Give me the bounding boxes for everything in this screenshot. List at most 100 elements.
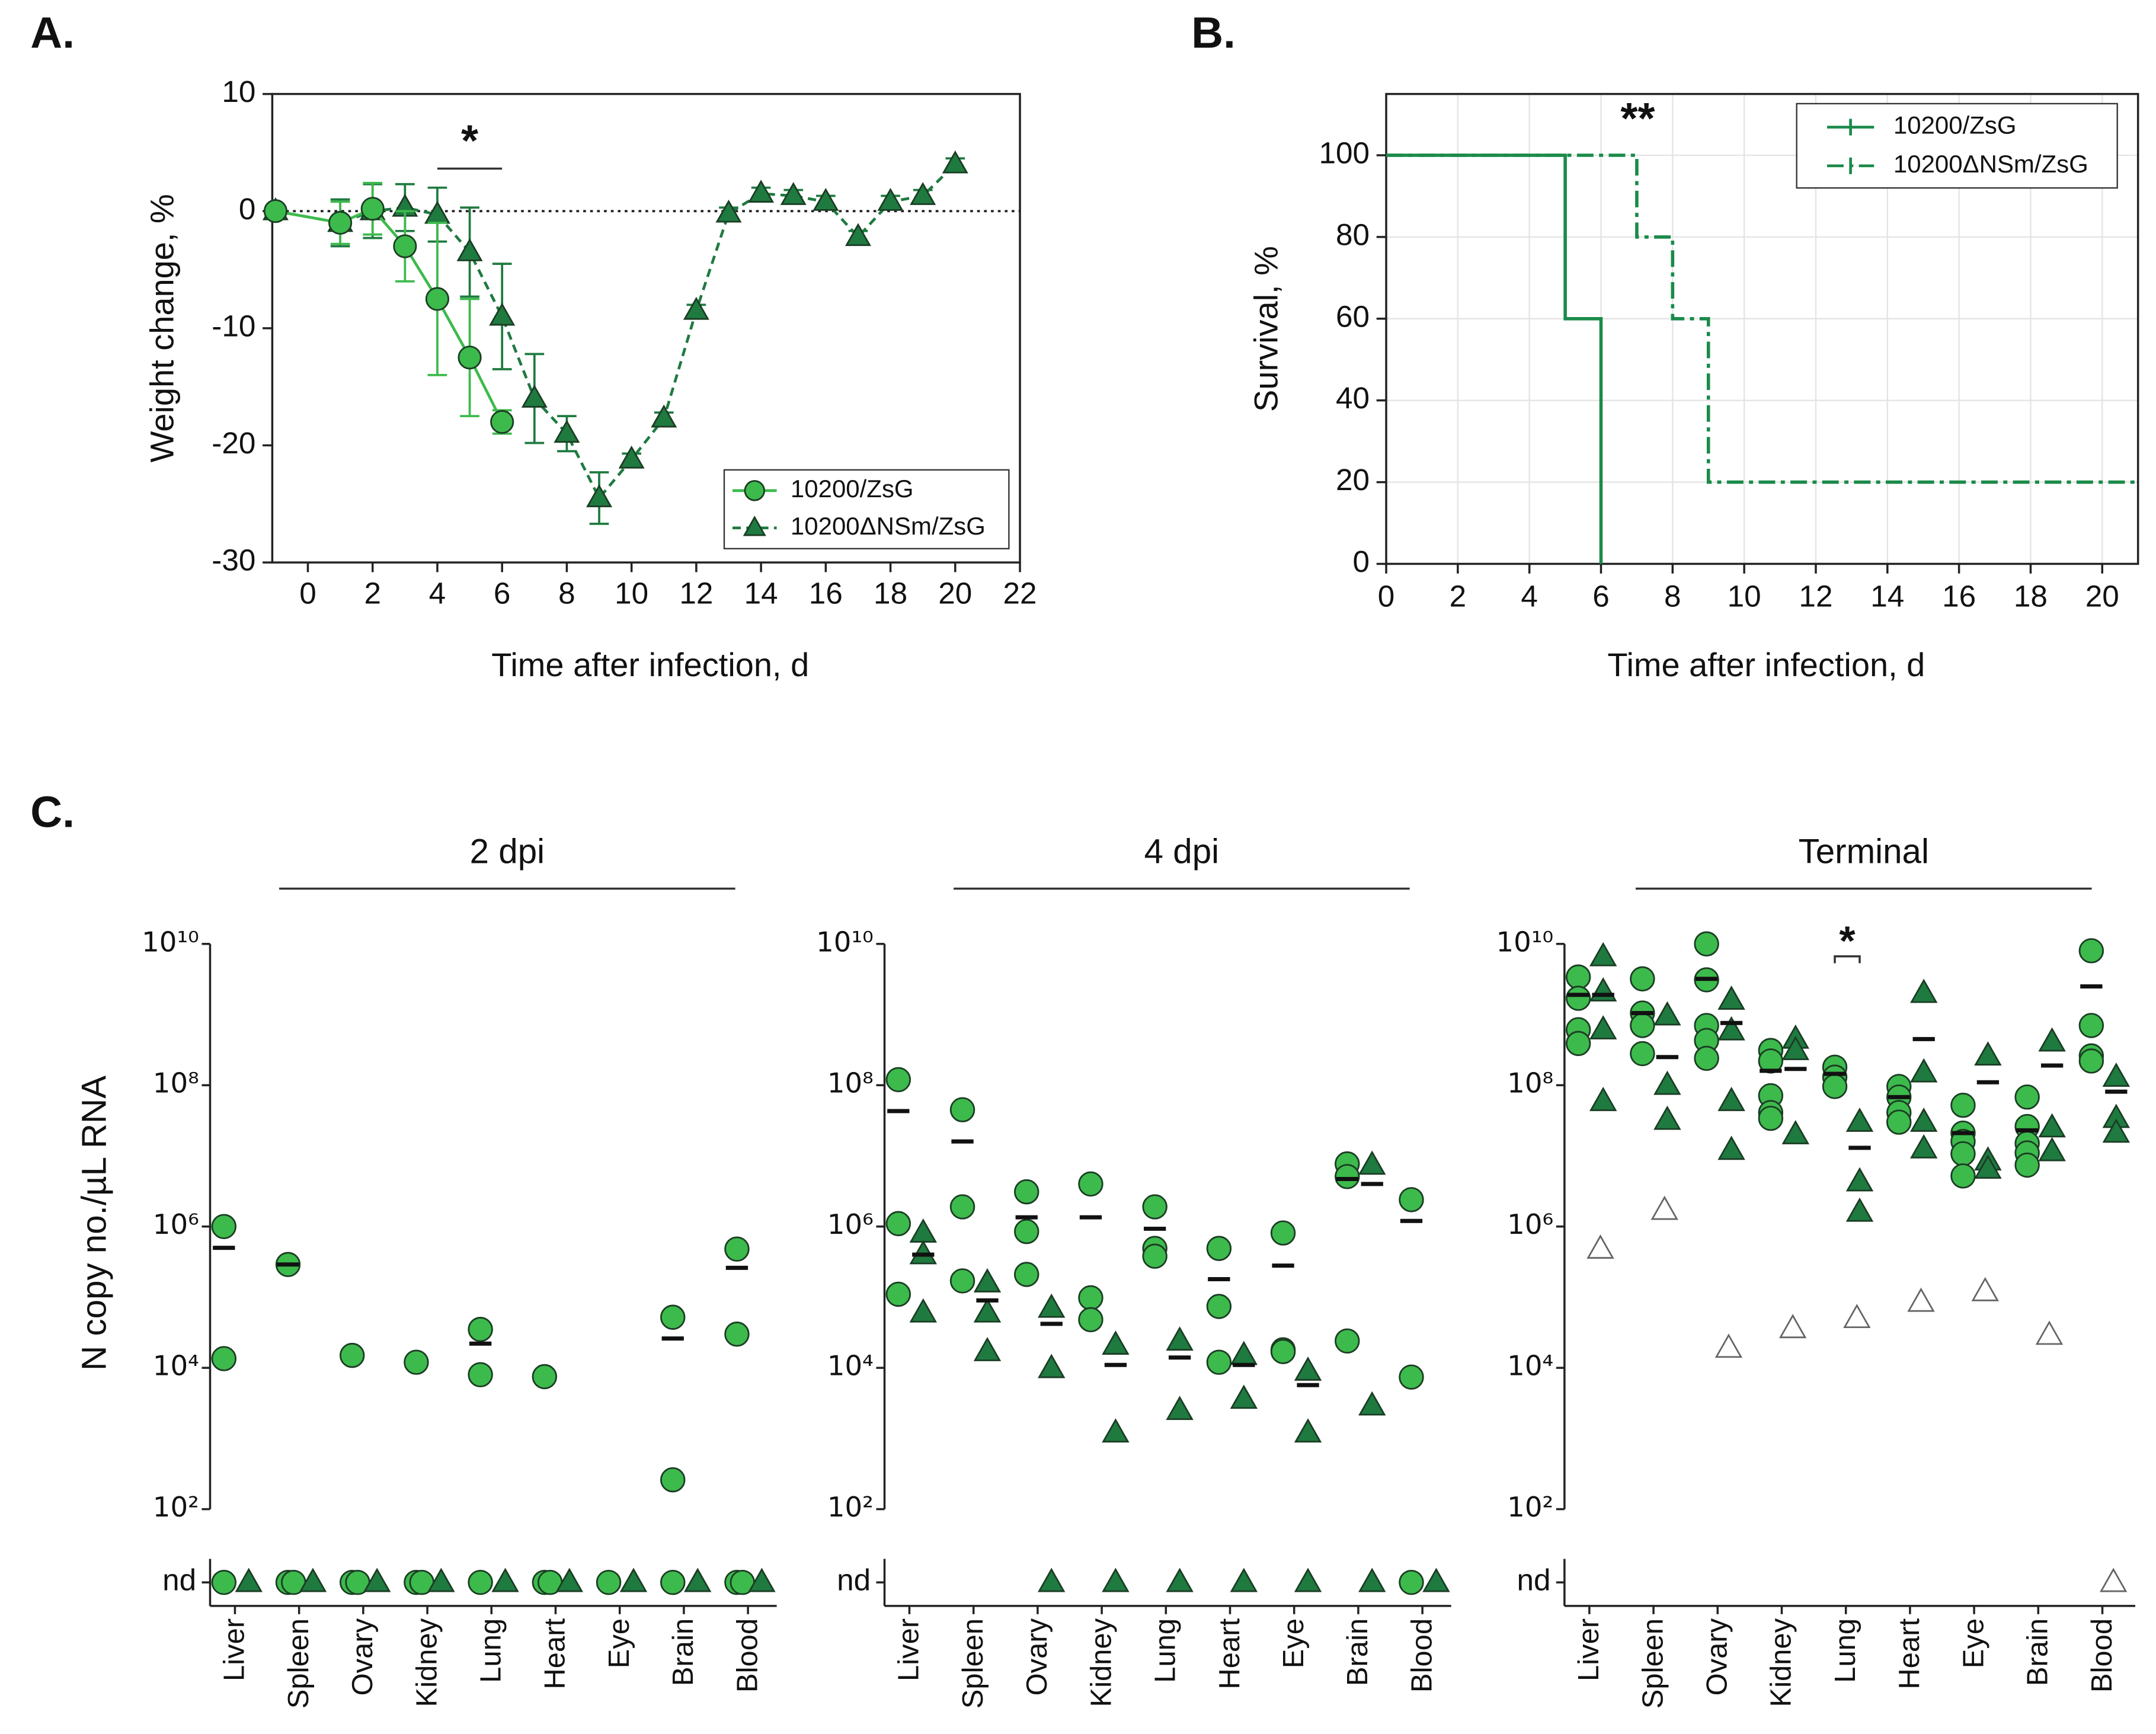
panel-label: A. <box>30 7 75 57</box>
data-point <box>2102 1118 2131 1143</box>
data-point <box>404 1349 429 1375</box>
data-point <box>1650 1195 1678 1220</box>
data-point <box>489 302 516 326</box>
data-point <box>586 484 613 507</box>
y-axis-label: Weight change, % <box>143 194 180 462</box>
data-point <box>618 445 645 469</box>
data-point <box>1778 1314 1807 1339</box>
x-tick-label: Blood <box>2086 1618 2118 1693</box>
y-tick-label: 10¹⁰ <box>142 926 199 958</box>
nd-point <box>1102 1567 1130 1592</box>
data-point <box>1206 1294 1232 1319</box>
data-point <box>973 1268 1002 1292</box>
data-point <box>458 345 482 370</box>
y-tick-label: 10⁴ <box>1507 1350 1553 1382</box>
data-point <box>1270 1220 1296 1246</box>
x-axis-label: Time after infection, d <box>491 646 809 683</box>
data-point <box>1358 1150 1386 1175</box>
x-tick-label: Lung <box>475 1618 507 1683</box>
subplot-title: 4 dpi <box>1144 833 1219 871</box>
nd-point <box>1166 1567 1194 1592</box>
x-tick-label: Kidney <box>1085 1618 1117 1707</box>
y-tick-label: 10² <box>153 1491 199 1523</box>
x-tick-label: 10 <box>1728 579 1761 613</box>
x-tick-label: Liver <box>219 1618 251 1681</box>
data-point <box>1014 1218 1039 1244</box>
data-point <box>2014 1152 2040 1178</box>
nd-point <box>1230 1567 1258 1592</box>
legend-label: 10200/ZsG <box>1893 111 2017 139</box>
data-point <box>1974 1041 2002 1066</box>
data-point <box>1845 1167 1874 1192</box>
data-point <box>1230 1341 1258 1365</box>
data-point <box>1909 1058 1938 1083</box>
nd-point <box>2099 1567 2128 1592</box>
data-point <box>780 182 807 205</box>
x-tick-label: 16 <box>809 577 843 610</box>
legend-box <box>723 469 1010 549</box>
y-tick-label: 10⁸ <box>1507 1067 1553 1099</box>
data-point <box>490 409 514 434</box>
x-tick-label: 4 <box>429 577 446 610</box>
data-point <box>2038 1027 2066 1052</box>
data-point <box>456 238 483 261</box>
data-point <box>660 1304 686 1330</box>
x-tick-label: 6 <box>1592 579 1610 613</box>
data-point <box>1078 1307 1103 1333</box>
y-tick-label: 10⁴ <box>153 1350 199 1382</box>
nd-point <box>363 1567 391 1592</box>
y-tick-label: 0 <box>239 192 256 226</box>
y-tick-label: 10⁸ <box>153 1067 199 1099</box>
data-point <box>949 1268 975 1294</box>
x-tick-label: Liver <box>893 1618 925 1681</box>
x-tick-label: 4 <box>1521 579 1538 613</box>
data-point <box>1166 1326 1194 1351</box>
data-point <box>942 150 968 174</box>
x-tick-label: Brain <box>667 1618 699 1686</box>
y-axis-label: Survival, % <box>1247 246 1285 412</box>
x-tick-label: 14 <box>1870 579 1904 613</box>
x-tick-label: Eye <box>1278 1618 1310 1668</box>
data-point <box>360 197 385 221</box>
x-tick-label: 8 <box>1664 579 1681 613</box>
data-point <box>1717 986 1745 1010</box>
x-tick-label: 0 <box>299 577 316 610</box>
data-point <box>1950 1141 1976 1167</box>
data-point <box>1694 931 1719 956</box>
data-point <box>1822 1074 1848 1099</box>
x-tick-label: 10 <box>615 577 648 610</box>
data-point <box>1589 977 1617 1002</box>
data-point <box>1653 1070 1681 1095</box>
data-point <box>1142 1243 1167 1269</box>
data-point <box>521 385 548 408</box>
x-tick-label: 18 <box>874 577 907 610</box>
x-tick-label: 0 <box>1378 579 1395 613</box>
data-point <box>1565 1031 1591 1056</box>
data-point <box>1950 1092 1976 1118</box>
panel-label: C. <box>30 787 75 837</box>
x-tick-label: Eye <box>603 1618 635 1668</box>
legend-swatch <box>1826 119 1874 136</box>
data-point <box>468 1362 493 1387</box>
data-point <box>1950 1163 1976 1189</box>
nd-point <box>684 1567 712 1592</box>
data-point <box>885 1211 911 1236</box>
nd-point <box>748 1567 776 1592</box>
data-point <box>554 420 580 443</box>
data-point <box>1166 1396 1194 1421</box>
data-point <box>949 1097 975 1122</box>
y-tick-label: 10² <box>827 1491 874 1523</box>
legend-marker <box>743 516 766 536</box>
data-point <box>885 1067 911 1093</box>
data-point <box>1206 1349 1232 1375</box>
x-tick-label: Heart <box>1893 1618 1925 1689</box>
data-point <box>532 1364 558 1390</box>
nd-point <box>1038 1567 1066 1592</box>
data-point <box>1294 1356 1322 1381</box>
x-tick-label: 6 <box>494 577 511 610</box>
nd-point <box>596 1569 622 1595</box>
data-point <box>1038 1293 1066 1318</box>
data-point <box>949 1194 975 1220</box>
x-tick-label: 22 <box>1003 577 1037 610</box>
data-point <box>1971 1276 1999 1301</box>
